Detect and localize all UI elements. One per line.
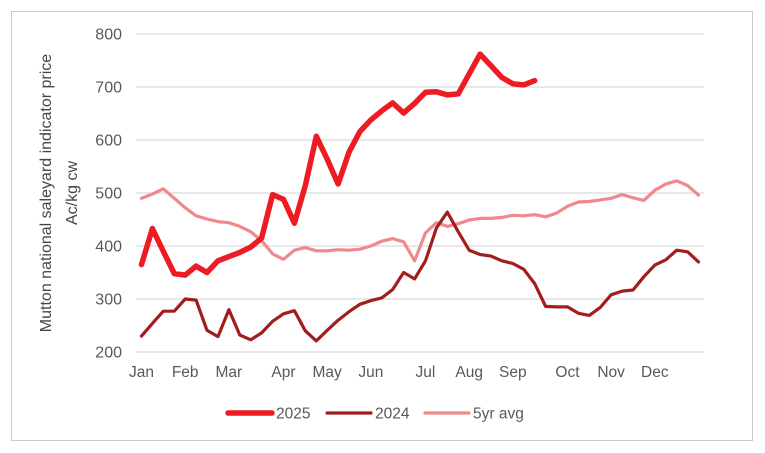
y-tick-label-800: 800: [95, 27, 122, 44]
x-axis-month-labels: Jan Feb Mar Apr May Jun Jul Aug Sep Oct Nov Dec: [129, 364, 669, 381]
y-tick-label-700: 700: [95, 80, 122, 97]
x-tick-label-jun: Jun: [358, 364, 383, 381]
legend-label-2025: 2025: [276, 406, 310, 423]
y-tick-label-600: 600: [95, 133, 122, 150]
y-tick-label-500: 500: [95, 186, 122, 203]
y-axis-title-line1: Mutton national saleyard indicator price: [38, 54, 55, 332]
series-lines: [138, 51, 701, 343]
x-tick-label-may: May: [313, 364, 343, 381]
x-tick-label-oct: Oct: [555, 364, 580, 381]
y-axis-tick-labels: 800 700 600 500 400 300 200: [95, 27, 122, 362]
legend-label-5yr-avg: 5yr avg: [473, 406, 524, 423]
legend: 2025 2024 5yr avg: [225, 406, 524, 423]
gridlines: [136, 33, 704, 353]
x-tick-label-apr: Apr: [271, 364, 295, 381]
x-tick-label-jan: Jan: [129, 364, 154, 381]
x-tick-label-aug: Aug: [455, 364, 483, 381]
y-tick-label-400: 400: [95, 239, 122, 256]
x-tick-label-feb: Feb: [172, 364, 199, 381]
chart-frame: [11, 11, 753, 441]
y-tick-label-200: 200: [95, 345, 122, 362]
legend-label-2024: 2024: [375, 406, 410, 423]
series-line-5yr-avg: [139, 179, 701, 263]
series-line-2024: [139, 210, 701, 343]
y-axis-title-line2: Ac/kg cw: [64, 161, 81, 225]
x-tick-label-jul: Jul: [416, 364, 436, 381]
x-tick-label-mar: Mar: [216, 364, 243, 381]
y-tick-label-300: 300: [95, 292, 122, 309]
x-tick-label-nov: Nov: [597, 364, 625, 381]
x-tick-label-dec: Dec: [641, 364, 669, 381]
series-line-2025: [138, 51, 538, 278]
x-tick-label-sep: Sep: [499, 364, 527, 381]
